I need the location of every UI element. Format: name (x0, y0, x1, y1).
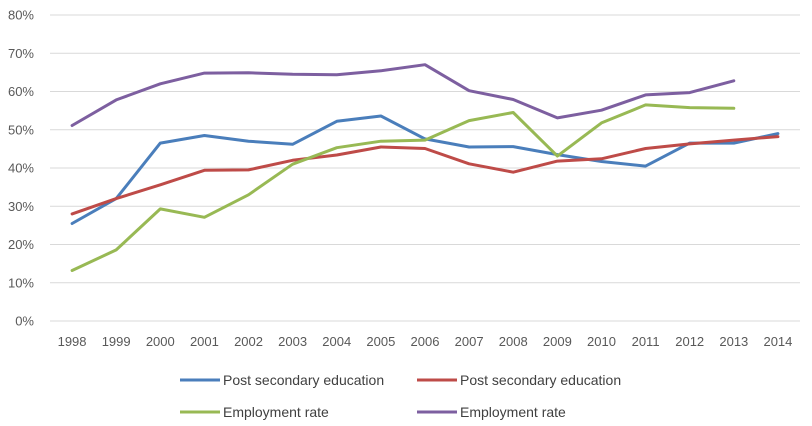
y-tick-label: 50% (8, 122, 34, 137)
y-tick-label: 30% (8, 199, 34, 214)
legend-item: Post secondary education (417, 372, 621, 388)
legend-label: Post secondary education (460, 372, 621, 388)
x-axis-tick-labels: 1998 1999 2000 2001 2002 2003 2004 2005 2006 2007… (58, 334, 793, 349)
x-tick-label: 2013 (719, 334, 748, 349)
x-tick-label: 2005 (366, 334, 395, 349)
x-tick-label: 2011 (632, 334, 660, 349)
series-line-2 (70, 135, 780, 216)
x-tick-label: 2009 (543, 334, 572, 349)
x-tick-label: 2003 (278, 334, 307, 349)
x-tick-label: 2006 (411, 334, 440, 349)
legend-item: Post secondary education (180, 372, 384, 388)
x-tick-label: 2001 (190, 334, 219, 349)
x-tick-label: 2004 (322, 334, 351, 349)
legend-label: Employment rate (460, 404, 566, 420)
y-tick-label: 80% (8, 8, 34, 23)
series-lines (70, 63, 780, 272)
x-tick-label: 2008 (499, 334, 528, 349)
series-line-1 (70, 114, 780, 225)
y-tick-label: 0% (15, 314, 34, 329)
x-tick-label: 2012 (675, 334, 704, 349)
x-tick-label: 1999 (102, 334, 131, 349)
y-tick-label: 40% (8, 161, 34, 176)
y-tick-label: 20% (8, 237, 34, 252)
x-tick-label: 2014 (763, 334, 792, 349)
series-line-3 (70, 103, 736, 272)
y-axis-tick-labels: 0% 10% 20% 30% 40% 50% 60% 70% 80% (8, 8, 34, 329)
x-tick-label: 2010 (587, 334, 616, 349)
y-tick-label: 60% (8, 84, 34, 99)
x-tick-label: 2007 (455, 334, 484, 349)
legend-item: Employment rate (180, 404, 329, 420)
legend-label: Employment rate (223, 404, 329, 420)
legend-label: Post secondary education (223, 372, 384, 388)
legend: Post secondary education Post secondary e… (180, 372, 621, 420)
x-tick-label: 2000 (146, 334, 175, 349)
x-tick-label: 1998 (58, 334, 87, 349)
gridlines (50, 14, 800, 322)
y-tick-label: 70% (8, 46, 34, 61)
series-line-4 (70, 63, 736, 127)
x-tick-label: 2002 (234, 334, 263, 349)
legend-item: Employment rate (417, 404, 566, 420)
y-tick-label: 10% (8, 275, 34, 290)
